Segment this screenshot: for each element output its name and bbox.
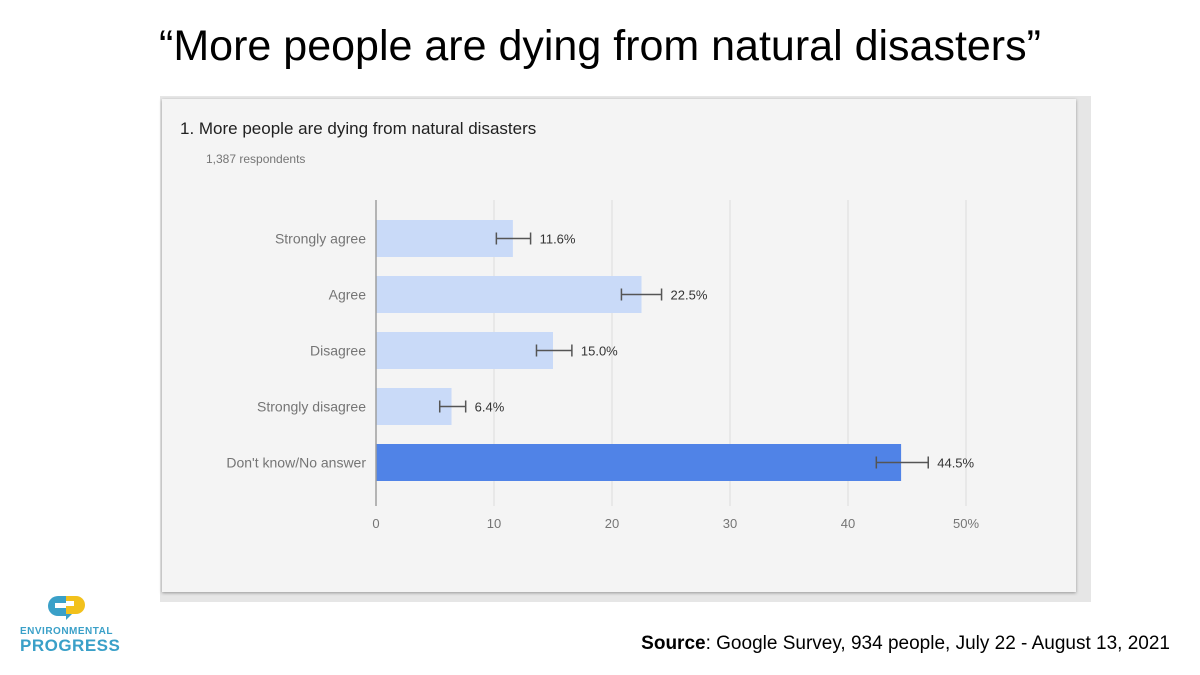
data-label: 44.5% xyxy=(937,456,974,471)
bar xyxy=(376,332,553,369)
bar xyxy=(376,220,513,257)
bar xyxy=(376,444,902,481)
category-label: Agree xyxy=(329,287,367,303)
slide-headline: “More people are dying from natural disa… xyxy=(159,22,1041,70)
source-citation: Source: Google Survey, 934 people, July … xyxy=(641,633,1170,655)
data-label: 6.4% xyxy=(475,400,505,415)
data-label: 15.0% xyxy=(581,344,618,359)
bar xyxy=(376,388,452,425)
survey-card xyxy=(162,99,1076,592)
data-label: 22.5% xyxy=(671,288,708,303)
x-tick-label: 0 xyxy=(372,516,379,531)
category-label: Don't know/No answer xyxy=(226,455,366,471)
category-label: Disagree xyxy=(310,343,366,359)
bar xyxy=(376,276,642,313)
respondents-count: 1,387 respondents xyxy=(206,152,306,166)
x-tick-label: 10 xyxy=(487,516,501,531)
category-label: Strongly disagree xyxy=(257,399,366,415)
logo-text-line1: ENVIRONMENTAL xyxy=(20,626,113,637)
data-label: 11.6% xyxy=(540,232,576,247)
logo-text-line2: PROGRESS xyxy=(20,636,121,655)
x-tick-label: 20 xyxy=(605,516,619,531)
category-label: Strongly agree xyxy=(275,231,366,247)
x-tick-label: 40 xyxy=(841,516,855,531)
source-text: : Google Survey, 934 people, July 22 - A… xyxy=(705,633,1170,654)
question-title: 1. More people are dying from natural di… xyxy=(180,119,537,138)
x-tick-label: 30 xyxy=(723,516,737,531)
source-label: Source xyxy=(641,633,706,654)
x-tick-label: 50% xyxy=(953,516,979,531)
environmental-progress-logo-icon xyxy=(48,596,85,620)
